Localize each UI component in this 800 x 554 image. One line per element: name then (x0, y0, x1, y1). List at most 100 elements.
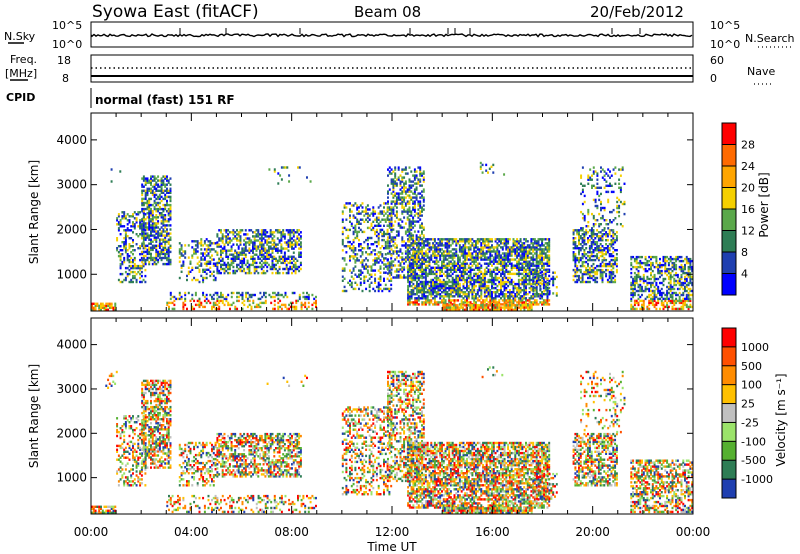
heatmap-cell (501, 272, 504, 276)
heatmap-cell (601, 276, 604, 280)
heatmap-cell (253, 269, 256, 273)
heatmap-cell (537, 238, 540, 241)
heatmap-cell (150, 187, 152, 190)
heatmap-cell (263, 293, 265, 297)
heatmap-cell (252, 301, 255, 305)
heatmap-cell (390, 180, 393, 183)
heatmap-cell (260, 237, 263, 240)
heatmap-cell (408, 238, 411, 241)
heatmap-cell (158, 212, 161, 215)
heatmap-cell (526, 264, 529, 267)
heatmap-cell (401, 276, 404, 279)
heatmap-cell (485, 304, 488, 307)
heatmap-cell (572, 254, 575, 258)
heatmap-cell (259, 301, 262, 305)
heatmap-cell (407, 254, 410, 257)
heatmap-cell (133, 227, 136, 230)
heatmap-cell (525, 299, 527, 302)
heatmap-cell (537, 240, 540, 243)
heatmap-cell (416, 282, 418, 286)
heatmap-cell (471, 256, 474, 259)
heatmap-cell (374, 261, 377, 264)
heatmap-cell (377, 289, 380, 293)
heatmap-cell (455, 282, 458, 286)
heatmap-cell (482, 254, 485, 257)
heatmap-cell (401, 196, 404, 199)
heatmap-cell (191, 305, 194, 309)
heatmap-cell (239, 235, 242, 238)
heatmap-cell (246, 267, 249, 271)
heatmap-cell (151, 230, 154, 233)
heatmap-cell (583, 272, 586, 276)
heatmap-cell (287, 239, 290, 242)
heatmap-cell (426, 272, 429, 276)
heatmap-cell (532, 256, 535, 259)
heatmap-cell (475, 293, 477, 296)
heatmap-cell (441, 274, 443, 278)
heatmap-cell (464, 258, 467, 261)
heatmap-cell (601, 245, 604, 248)
heatmap-cell (399, 188, 402, 191)
heatmap-cell (107, 304, 110, 307)
heatmap-cell (117, 254, 120, 258)
heatmap-cell (505, 262, 508, 265)
heatmap-cell (544, 293, 547, 296)
heatmap-cell (198, 270, 201, 273)
heatmap-cell (507, 254, 510, 257)
heatmap-cell (275, 293, 278, 297)
heatmap-cell (153, 224, 156, 227)
heatmap-cell (596, 235, 599, 238)
heatmap-cell (379, 279, 382, 282)
heatmap-cell (541, 266, 544, 269)
heatmap-cell (588, 251, 591, 254)
heatmap-cell (257, 245, 260, 248)
heatmap-cell (432, 250, 435, 253)
heatmap-cell (449, 256, 452, 259)
heatmap-cell (227, 243, 230, 246)
heatmap-cell (407, 256, 410, 259)
heatmap-cell (264, 295, 267, 299)
heatmap-cell (291, 231, 293, 234)
heatmap-cell (100, 304, 102, 307)
heatmap-cell (200, 301, 203, 305)
heatmap-cell (460, 246, 463, 249)
heatmap-cell (492, 308, 495, 311)
heatmap-cell (521, 301, 524, 304)
heatmap-cell (280, 243, 283, 246)
heatmap-cell (543, 290, 546, 293)
nsky-tick-top: 10^5 (52, 19, 82, 32)
heatmap-cell (426, 264, 429, 267)
heatmap-cell (498, 250, 501, 253)
heatmap-cell (379, 265, 382, 268)
heatmap-cell (234, 231, 237, 234)
heatmap-cell (462, 297, 465, 300)
heatmap-cell (476, 272, 479, 276)
heatmap-cell (454, 304, 457, 307)
heatmap-cell (448, 262, 451, 265)
heatmap-cell (404, 222, 407, 225)
heatmap-cell (494, 268, 497, 271)
heatmap-cell (517, 246, 520, 249)
heatmap-cell (526, 244, 529, 247)
heatmap-cell (451, 276, 454, 280)
heatmap-cell (343, 269, 346, 272)
heatmap-cell (214, 262, 217, 265)
heatmap-cell (590, 276, 593, 280)
heatmap-cell (408, 220, 411, 223)
heatmap-cell (482, 280, 485, 284)
heatmap-cell (116, 239, 119, 242)
heatmap-cell (460, 240, 463, 243)
heatmap-cell (526, 282, 529, 286)
heatmap-cell (519, 278, 522, 282)
heatmap-cell (117, 213, 120, 216)
heatmap-cell (404, 246, 407, 249)
heatmap-cell (519, 301, 522, 304)
heatmap-cell (492, 248, 495, 251)
heatmap-cell (544, 303, 547, 306)
heatmap-cell (412, 240, 415, 243)
heatmap-cell (356, 208, 359, 211)
heatmap-cell (408, 200, 411, 203)
heatmap-cell (221, 293, 224, 297)
heatmap-cell (512, 297, 515, 300)
heatmap-cell (343, 257, 346, 260)
